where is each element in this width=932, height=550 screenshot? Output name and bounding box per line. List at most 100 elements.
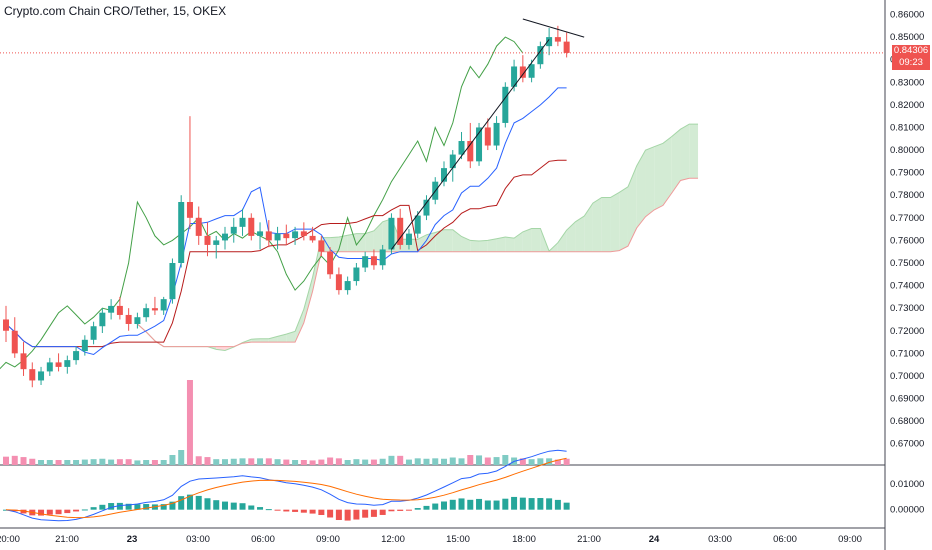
macd-histogram-bar — [108, 503, 115, 510]
candle-body — [186, 202, 193, 218]
cloud-segment — [654, 143, 663, 210]
macd-histogram-bar — [265, 509, 272, 511]
lagging-span — [0, 36, 524, 370]
volume-bar — [73, 460, 80, 465]
macd-histogram-bar — [458, 498, 465, 510]
candle-body — [388, 217, 395, 250]
candle-body — [116, 305, 123, 315]
y-tick-label: 0.78000 — [890, 190, 924, 201]
macd-histogram-bar — [213, 500, 220, 510]
x-tick-label: 03:00 — [186, 534, 210, 545]
volume-bar — [134, 460, 141, 465]
macd-histogram-bar — [116, 502, 123, 510]
candle-body — [484, 127, 491, 146]
candle-body — [20, 353, 27, 370]
macd-histogram-bar — [125, 503, 132, 510]
candle-body — [300, 231, 307, 236]
macd-histogram-bar — [546, 498, 553, 510]
macd-histogram-bar — [484, 500, 491, 510]
cloud-segment — [365, 230, 374, 252]
y-tick-label: 0.74000 — [890, 281, 924, 292]
cloud-segment — [487, 238, 497, 252]
cloud-segment — [636, 150, 646, 228]
volume-bar — [309, 460, 316, 465]
macd-histogram-bar — [178, 496, 185, 510]
cloud-segment — [479, 240, 488, 252]
y-tick-label: 0.77000 — [890, 213, 924, 224]
volume-bar — [108, 459, 115, 465]
volume-bar — [125, 459, 132, 465]
candle-body — [248, 217, 255, 236]
y-tick-label: 0.82000 — [890, 100, 924, 111]
candle-body — [195, 217, 202, 236]
candle-body — [405, 233, 412, 245]
y-tick-label: 0.68000 — [890, 416, 924, 427]
volume-bar — [230, 458, 237, 465]
cloud-segment — [338, 235, 348, 252]
macd-y-tick-label: 0.00000 — [890, 505, 924, 516]
candle-body — [283, 233, 290, 239]
candle-body — [73, 351, 80, 361]
macd-histogram-bar — [143, 504, 150, 510]
y-tick-label: 0.76000 — [890, 235, 924, 246]
volume-bar — [20, 457, 27, 465]
ichimoku-cloud — [137, 124, 699, 351]
cloud-segment — [689, 124, 699, 179]
candle-body — [213, 240, 220, 245]
price-badge: 0.84306 09:23 — [892, 45, 930, 70]
volume-bar — [537, 458, 544, 465]
volume-bar — [55, 460, 62, 465]
x-tick-label: 06:00 — [773, 534, 797, 545]
x-tick-label: 15:00 — [446, 534, 470, 545]
macd-histogram-bar — [423, 505, 430, 510]
volume-bar — [195, 456, 202, 465]
volume-bar — [46, 460, 53, 465]
volume-bar — [318, 459, 325, 465]
volume-bar — [169, 455, 176, 465]
volume-bar — [99, 458, 106, 465]
cloud-segment — [286, 331, 296, 343]
cloud-segment — [566, 221, 576, 252]
cloud-segment — [592, 197, 602, 252]
trendline-resistance — [522, 18, 585, 38]
candle-body — [134, 317, 141, 324]
macd-histogram-bar — [300, 509, 307, 513]
cloud-segment — [356, 233, 366, 252]
candle-body — [108, 305, 115, 313]
macd-histogram-bar — [528, 498, 535, 510]
candle-body — [178, 202, 185, 263]
candle-body — [90, 326, 97, 340]
cloud-segment — [330, 237, 339, 252]
candle-body — [3, 319, 9, 331]
cloud-segment — [417, 234, 427, 252]
volume-bar — [239, 458, 246, 465]
x-tick-label: 20:00 — [0, 534, 20, 545]
price-badge-price: 0.84306 — [893, 45, 929, 56]
cloud-segment — [619, 186, 628, 251]
candle-body — [467, 141, 474, 162]
macd-histogram-bar — [222, 501, 228, 510]
candle-body — [230, 226, 237, 234]
cloud-segment — [470, 240, 480, 252]
volume-bar — [362, 459, 369, 465]
cloud-segment — [610, 192, 620, 252]
chart-title: Crypto.com Chain CRO/Tether, 15, OKEX — [4, 4, 227, 18]
y-tick-label: 0.75000 — [890, 258, 924, 269]
candle-body — [55, 362, 62, 367]
volume-bar — [353, 459, 360, 465]
volume-bar — [81, 459, 88, 465]
y-tick-label: 0.85000 — [890, 32, 924, 43]
volume-bar — [265, 458, 272, 465]
macd-histogram-bar — [186, 494, 193, 510]
candle-body — [274, 233, 281, 241]
volume-bar — [178, 450, 185, 465]
macd-histogram-bar — [441, 501, 447, 510]
macd-histogram-bar — [239, 503, 246, 510]
cloud-segment — [496, 237, 506, 252]
candle-body — [414, 215, 421, 234]
macd-histogram-bar — [64, 509, 71, 514]
volume-bar — [493, 457, 500, 465]
macd-histogram-bar — [195, 495, 202, 510]
x-tick-label: 06:00 — [251, 534, 275, 545]
